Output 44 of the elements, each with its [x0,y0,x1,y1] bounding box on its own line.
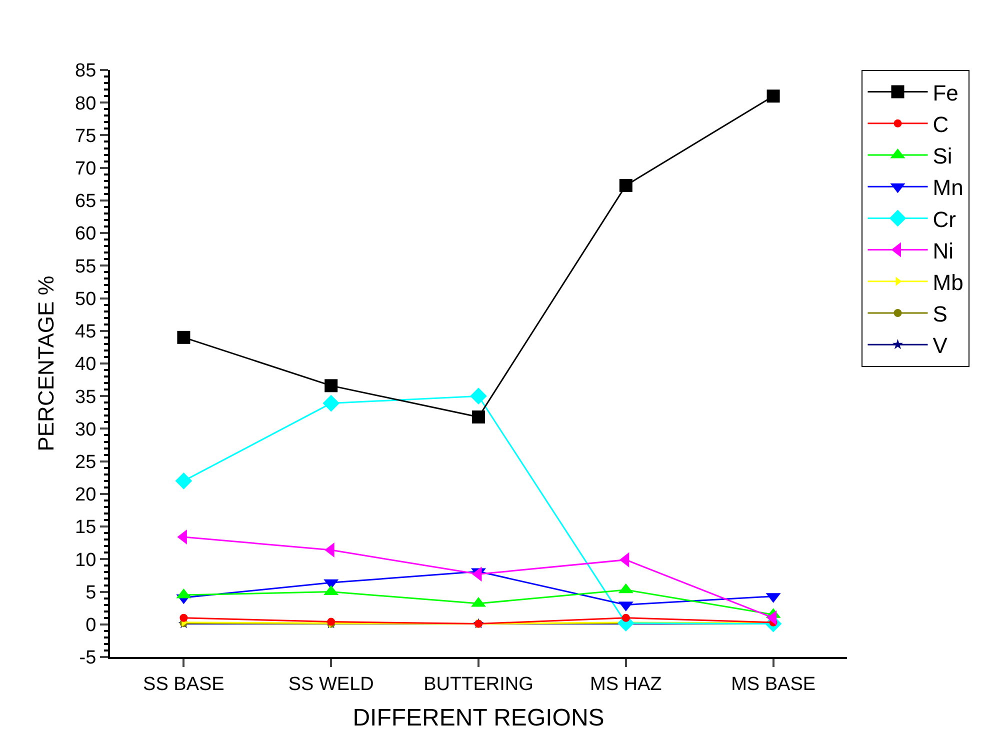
y-tick-label: 60 [75,224,96,245]
y-tick-label: 35 [75,386,96,408]
legend-label: Fe [932,80,958,106]
y-tick-label: 5 [86,582,96,604]
x-tick-label: SS BASE [143,674,224,695]
y-tick-label: 25 [75,452,96,473]
legend-label: Mb [932,270,964,295]
y-axis-title: PERCENTAGE % [33,276,58,452]
y-tick-label: 55 [75,256,96,278]
point [619,178,632,192]
y-tick-label: 85 [75,60,96,82]
x-tick-label: MS BASE [731,674,816,695]
point [766,90,780,103]
legend-label: C [932,112,949,137]
point [177,330,190,344]
point [472,410,485,424]
point [470,388,487,405]
y-tick-label: 70 [75,158,96,180]
y-tick-label: 50 [75,288,96,310]
y-tick-label: -5 [79,648,96,669]
y-tick-label: 80 [75,93,96,114]
y-tick-label: 75 [75,126,96,147]
point [622,614,630,622]
x-tick-label: SS WELD [288,674,374,695]
y-tick-label: 20 [75,484,96,506]
legend-label: Mn [932,175,964,200]
y-tick-label: 15 [75,517,96,538]
y-tick-label: 0 [86,615,96,636]
legend-label: Ni [932,238,954,264]
y-tick-label: 40 [75,354,96,376]
x-tick-label: BUTTERING [424,674,534,695]
legend-label: Cr [932,206,956,232]
y-tick-label: 45 [75,322,96,343]
y-tick-label: 10 [75,550,96,571]
point [175,472,192,490]
point [322,394,340,412]
x-tick-label: MS HAZ [590,674,662,695]
legend-label: V [932,333,948,358]
legend-label: S [932,302,948,327]
x-axis-title: DIFFERENT REGIONS [352,704,604,732]
y-tick-label: 30 [75,419,96,440]
legend-label: Si [932,144,952,169]
y-tick-label: 65 [75,191,96,212]
point [324,379,338,392]
